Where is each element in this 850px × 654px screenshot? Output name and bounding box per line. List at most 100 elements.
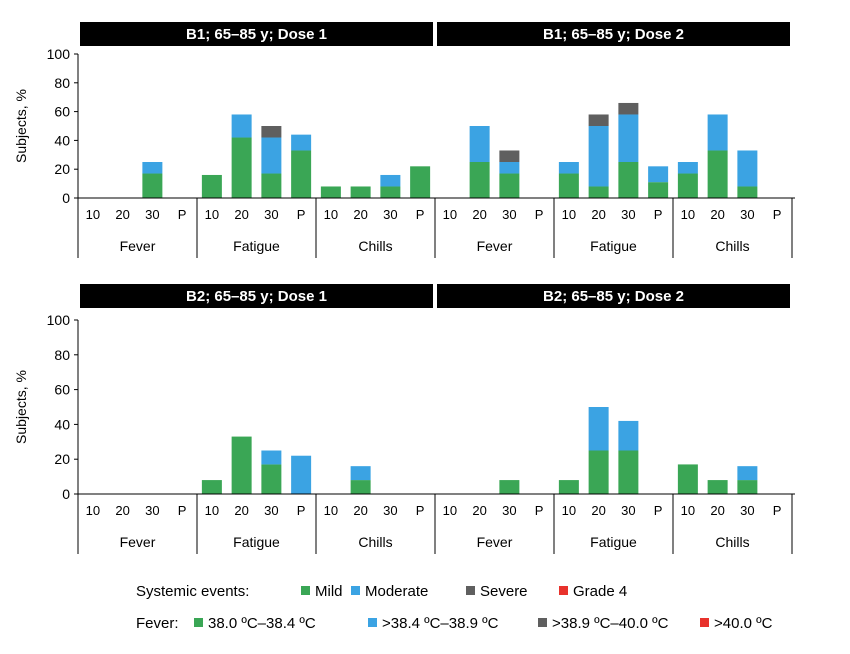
legend-swatch-moderate: [351, 586, 360, 595]
tick-label-dose: 20: [353, 207, 367, 222]
category-label-fatigue: Fatigue: [233, 534, 280, 550]
tick-label-dose: 20: [115, 207, 129, 222]
bar-fatigue-30-mild: [261, 464, 282, 494]
category-label-fatigue: Fatigue: [590, 238, 637, 254]
y-tick-label: 60: [54, 382, 70, 398]
bar-chills-20-mild: [707, 150, 728, 198]
bar-fatigue-30-severe: [618, 102, 639, 115]
bar-chills-20-mild: [707, 480, 728, 494]
bar-chills-30-mild: [737, 186, 758, 198]
legend-swatch-mild: [194, 618, 203, 627]
legend-item-label: Moderate: [365, 583, 428, 600]
legend: Systemic events: Mild Moderate Severe Grade …: [136, 583, 773, 632]
category-label-fever: Fever: [477, 238, 513, 254]
tick-label-dose: 10: [324, 207, 338, 222]
bar-chills-10-moderate: [677, 162, 698, 174]
category-label-fatigue: Fatigue: [590, 534, 637, 550]
legend-group-label: Systemic events:: [136, 583, 249, 600]
y-tick-label: 80: [54, 75, 70, 91]
panel-2: B1; 65–85 y; Dose 2 10 20 30 P Fever 10 20 30 P Fa…: [434, 22, 793, 258]
bar-fever-30-moderate: [142, 162, 163, 174]
y-axis-title: Subjects, %: [13, 370, 29, 444]
bar-chills-10-mild: [677, 173, 698, 198]
bar-chills-10-mild: [677, 464, 698, 494]
tick-label-dose: 10: [681, 503, 695, 518]
bar-fatigue-30-moderate: [618, 420, 639, 451]
y-tick-label: 0: [62, 486, 70, 502]
bar-fever-30-mild: [499, 173, 520, 198]
bar-chills-p-mild: [410, 166, 431, 198]
bar-fatigue-20-mild: [588, 450, 609, 494]
bar-chills-30-moderate: [737, 150, 758, 187]
bar-chills-20-moderate: [707, 114, 728, 151]
tick-label-dose: 20: [591, 207, 605, 222]
tick-label-dose: 10: [443, 503, 457, 518]
panel-title-bar: [437, 284, 790, 308]
axes-row-2: 0 20 40 60 80 100 Subjects, %: [13, 312, 795, 554]
legend-item-label: 38.0 ºC–38.4 ºC: [208, 615, 316, 632]
tick-label-dose: 30: [502, 207, 516, 222]
legend-item-label: Mild: [315, 583, 343, 600]
tick-label-dose: P: [178, 503, 187, 518]
bar-chills-10-mild: [320, 186, 341, 198]
y-tick-label: 60: [54, 104, 70, 120]
bar-chills-30-mild: [737, 480, 758, 494]
legend-item-label: Grade 4: [573, 583, 627, 600]
tick-label-dose: P: [416, 207, 425, 222]
tick-label-dose: 30: [383, 207, 397, 222]
tick-label-dose: 10: [562, 503, 576, 518]
bar-fatigue-10-mild: [558, 480, 579, 494]
tick-label-dose: 30: [740, 503, 754, 518]
bar-fever-30-severe: [499, 150, 520, 162]
bar-fatigue-10-mild: [201, 480, 222, 494]
tick-label-dose: P: [535, 207, 544, 222]
category-label-fever: Fever: [477, 534, 513, 550]
bar-fatigue-20-severe: [588, 114, 609, 126]
y-tick-label: 40: [54, 132, 70, 148]
legend-swatch-grade4: [700, 618, 709, 627]
category-label-chills: Chills: [715, 534, 749, 550]
bar-fatigue-10-mild: [558, 173, 579, 198]
y-tick-label: 0: [62, 190, 70, 206]
tick-label-dose: 10: [86, 503, 100, 518]
tick-label-dose: P: [654, 207, 663, 222]
tick-label-dose: 30: [740, 207, 754, 222]
bar-fatigue-20-mild: [231, 137, 252, 198]
category-label-fever: Fever: [120, 238, 156, 254]
tick-label-dose: P: [297, 503, 306, 518]
tick-label-dose: 10: [205, 207, 219, 222]
tick-label-dose: 30: [264, 207, 278, 222]
bar-fatigue-20-moderate: [588, 407, 609, 451]
panel-title: B2; 65–85 y; Dose 1: [186, 288, 327, 305]
tick-label-dose: P: [654, 503, 663, 518]
bar-fever-20-mild: [469, 162, 490, 198]
bar-fatigue-30-moderate: [261, 450, 282, 465]
bar-fatigue-20-mild: [231, 436, 252, 494]
tick-label-dose: P: [297, 207, 306, 222]
bar-fatigue-20-moderate: [231, 114, 252, 138]
bar-fatigue-30-severe: [261, 126, 282, 138]
tick-label-dose: P: [773, 503, 782, 518]
bar-chills-30-moderate: [380, 174, 401, 187]
tick-label-dose: 30: [145, 503, 159, 518]
bar-fatigue-20-moderate: [588, 126, 609, 187]
legend-swatch-severe: [538, 618, 547, 627]
tick-label-dose: 20: [710, 207, 724, 222]
bar-chills-20-mild: [350, 480, 371, 494]
bar-fatigue-20-mild: [588, 186, 609, 198]
y-tick-label: 100: [47, 46, 71, 62]
tick-label-dose: 30: [383, 503, 397, 518]
tick-label-dose: 20: [234, 207, 248, 222]
tick-label-dose: 30: [621, 503, 635, 518]
bar-fatigue-p-moderate: [648, 166, 669, 183]
legend-swatch-moderate: [368, 618, 377, 627]
bar-fever-30-mild: [142, 173, 163, 198]
tick-label-dose: 10: [443, 207, 457, 222]
panel-1: B1; 65–85 y; Dose 1 10 20 30 P Fever 10 20 30 P Fa…: [80, 22, 436, 258]
tick-label-dose: 30: [502, 503, 516, 518]
panel-title: B1; 65–85 y; Dose 1: [186, 26, 327, 43]
legend-item-label: >40.0 ºC: [714, 615, 773, 632]
bar-fever-20-moderate: [469, 126, 490, 162]
panel-title: B1; 65–85 y; Dose 2: [543, 26, 684, 43]
y-tick-label: 20: [54, 161, 70, 177]
